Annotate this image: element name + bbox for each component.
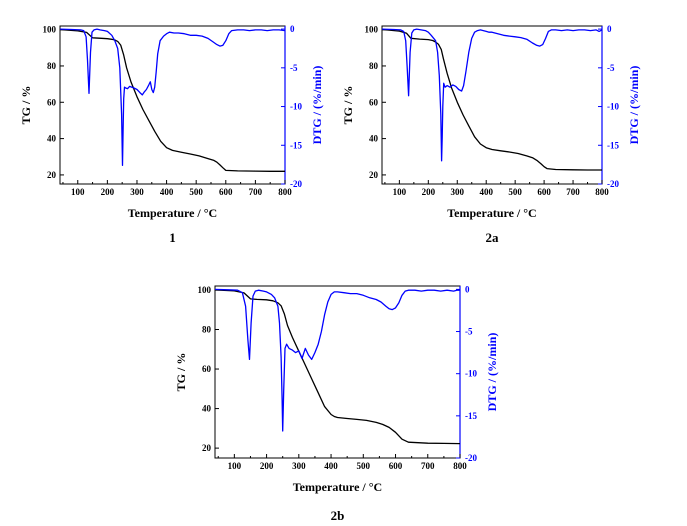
y-tick-label: 80 bbox=[47, 61, 57, 71]
x-tick-label: 700 bbox=[566, 187, 580, 197]
y-tick-label: 40 bbox=[47, 134, 57, 144]
y-axis-title: TG / % bbox=[341, 86, 355, 125]
x-tick-label: 100 bbox=[71, 187, 85, 197]
chart-panel-2a: 100 200 300 400 500 600 700 800 20 40 60 80 100 0 -5 -1… bbox=[341, 24, 641, 245]
x-tick-label: 300 bbox=[451, 187, 465, 197]
y2-tick-label: 0 bbox=[465, 284, 470, 294]
x-tick-label: 600 bbox=[219, 187, 233, 197]
y2-tick-label: -20 bbox=[465, 453, 477, 463]
y2-tick-label: -20 bbox=[607, 179, 619, 189]
y2-tick-label: -15 bbox=[465, 411, 477, 421]
y-tick-label: 60 bbox=[47, 97, 57, 107]
dtg-series-line bbox=[60, 28, 285, 167]
panel-label: 2b bbox=[331, 508, 345, 523]
y-axis-title: TG / % bbox=[19, 86, 33, 125]
y-tick-label: 40 bbox=[202, 404, 212, 414]
y-tick-label: 100 bbox=[365, 25, 379, 35]
x-tick-label: 600 bbox=[537, 187, 551, 197]
y2-axis-title: DTG / (%/min) bbox=[485, 333, 499, 412]
y2-tick-label: -15 bbox=[607, 140, 619, 150]
dtg-series-line bbox=[215, 288, 460, 432]
y2-tick-label: 0 bbox=[607, 24, 612, 34]
tg-series-line bbox=[382, 28, 602, 171]
y2-tick-label: -5 bbox=[465, 327, 473, 337]
y-tick-label: 80 bbox=[369, 61, 379, 71]
tg-series-line bbox=[215, 289, 460, 445]
x-tick-label: 400 bbox=[479, 187, 493, 197]
x-tick-label: 200 bbox=[260, 461, 274, 471]
y2-axis-title: DTG / (%/min) bbox=[627, 66, 641, 145]
x-tick-label: 600 bbox=[389, 461, 403, 471]
x-tick-label: 200 bbox=[101, 187, 115, 197]
x-tick-label: 500 bbox=[357, 461, 371, 471]
panel-label: 2a bbox=[486, 230, 500, 245]
x-tick-label: 500 bbox=[508, 187, 522, 197]
x-tick-label: 300 bbox=[130, 187, 144, 197]
y-tick-label: 60 bbox=[202, 364, 212, 374]
x-tick-label: 800 bbox=[595, 187, 609, 197]
x-tick-label: 700 bbox=[421, 461, 435, 471]
y-tick-label: 20 bbox=[47, 170, 57, 180]
y2-tick-label: -20 bbox=[290, 179, 302, 189]
x-axis-title: Temperature / °C bbox=[128, 206, 217, 220]
x-tick-label: 400 bbox=[160, 187, 174, 197]
y2-axis-title: DTG / (%/min) bbox=[310, 66, 324, 145]
dtg-series-line bbox=[382, 28, 602, 162]
x-tick-label: 200 bbox=[422, 187, 436, 197]
x-tick-label: 400 bbox=[324, 461, 338, 471]
plot-frame bbox=[59, 25, 286, 185]
x-tick-label: 100 bbox=[228, 461, 242, 471]
y-tick-label: 20 bbox=[202, 443, 212, 453]
x-tick-label: 800 bbox=[453, 461, 467, 471]
panel-label: 1 bbox=[169, 230, 176, 245]
chart-panel-2b: 100 200 300 400 500 600 700 800 20 40 60 80 100 0 -5 -1… bbox=[174, 284, 499, 523]
x-tick-label: 700 bbox=[249, 187, 263, 197]
y2-tick-label: -5 bbox=[607, 63, 615, 73]
x-tick-label: 300 bbox=[292, 461, 306, 471]
x-axis-title: Temperature / °C bbox=[447, 206, 536, 220]
y-tick-label: 60 bbox=[369, 97, 379, 107]
y2-tick-label: -10 bbox=[607, 102, 619, 112]
x-tick-label: 500 bbox=[189, 187, 203, 197]
plot-frame bbox=[381, 25, 603, 185]
y-tick-label: 80 bbox=[202, 324, 212, 334]
x-tick-label: 800 bbox=[278, 187, 292, 197]
y-tick-label: 40 bbox=[369, 134, 379, 144]
x-tick-label: 100 bbox=[393, 187, 407, 197]
y2-tick-label: -10 bbox=[465, 369, 477, 379]
y-tick-label: 20 bbox=[369, 170, 379, 180]
tg-series-line bbox=[60, 28, 285, 172]
y2-tick-label: -5 bbox=[290, 63, 298, 73]
x-axis-title: Temperature / °C bbox=[293, 480, 382, 494]
y2-tick-label: -15 bbox=[290, 140, 302, 150]
y-tick-label: 100 bbox=[43, 25, 57, 35]
y2-tick-label: 0 bbox=[290, 24, 295, 34]
y2-tick-label: -10 bbox=[290, 102, 302, 112]
y-axis-title: TG / % bbox=[174, 353, 188, 392]
y-tick-label: 100 bbox=[198, 285, 212, 295]
chart-panel-1: 100 200 300 400 500 600 700 800 20 40 60 80 100 0 -5 -1… bbox=[19, 24, 324, 245]
